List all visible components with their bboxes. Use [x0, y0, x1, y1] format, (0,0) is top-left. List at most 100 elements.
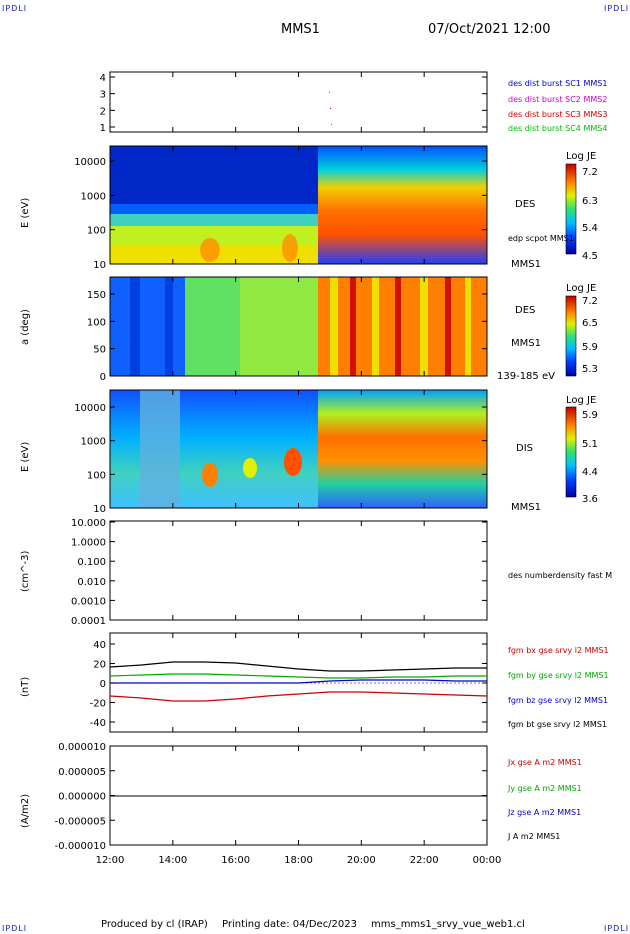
bfield-ytick: 40 [93, 640, 106, 651]
burst-legend-4: des dist burst SC4 MMS4 [508, 124, 608, 133]
bz-legend: fgm bz gse srvy l2 MMS1 [508, 696, 609, 705]
ylabel-dis-energy: E (eV) [20, 441, 31, 472]
bfield-ytick: 20 [93, 660, 106, 671]
corner-logo-top-right: IPDLI [604, 4, 630, 13]
jx-legend: Jx gse A m2 MMS1 [508, 758, 582, 767]
current-ytick: -0.000010 [55, 841, 106, 852]
des-label: DES [515, 199, 536, 210]
jy-legend: Jy gse A m2 MMS1 [508, 784, 582, 793]
datetime-title: 07/Oct/2021 12:00 [428, 22, 551, 37]
density-legend: des numberdensity fast M [508, 571, 613, 580]
time-tick-label: 00:00 [473, 855, 502, 866]
edp-scpot-label: edp scpot MMS1 [508, 234, 574, 243]
des-energy-ytick: 1000 [81, 191, 106, 202]
des-pitch-mms1: MMS1 [511, 338, 541, 349]
bfield-series-line [109, 661, 487, 672]
ylabel-bfield: (nT) [20, 676, 31, 697]
colorbar-dis-energy [565, 406, 577, 498]
cbar-tick: 3.6 [582, 494, 598, 505]
corner-logo-bottom-left: IPDLI [2, 924, 28, 933]
j-legend: J A m2 MMS1 [508, 832, 561, 841]
bt-legend: fgm bt gse srvy l2 MMS1 [508, 720, 607, 729]
time-tick-label: 20:00 [347, 855, 376, 866]
cbar-tick: 5.3 [582, 364, 598, 375]
current-ytick: 0.000010 [58, 742, 106, 753]
cbar-tick: 6.5 [582, 318, 598, 329]
corner-logo-top-left: IPDLI [2, 4, 28, 13]
dis-energy-ytick: 10000 [74, 403, 106, 414]
colorbar-des-pitch [565, 295, 577, 377]
des-energy-ytick: 100 [87, 226, 106, 237]
density-ytick: 10.000 [71, 518, 106, 529]
bfield-series-line [110, 679, 487, 684]
des-energy-ytick: 10 [93, 260, 106, 271]
burst-ytick: 4 [100, 73, 106, 84]
ylabel-current: (A/m2) [20, 793, 31, 828]
time-tick-label: 14:00 [158, 855, 187, 866]
density-ytick: 0.0010 [71, 596, 106, 607]
time-tick-label: 12:00 [96, 855, 125, 866]
bfield-series-line [109, 673, 487, 679]
corner-logo-bottom-right: IPDLI [604, 924, 630, 933]
footer-produced-by: Produced by cl (IRAP) [101, 919, 208, 930]
cbar-title-2: Log JE [566, 283, 597, 294]
burst-ytick: 2 [100, 106, 106, 117]
cbar-title-1: Log JE [566, 151, 597, 162]
by-legend: fgm by gse srvy l2 MMS1 [508, 671, 609, 680]
bx-legend: fgm bx gse srvy l2 MMS1 [508, 646, 609, 655]
burst-mark [329, 92, 330, 93]
bfield-ytick: -20 [90, 699, 106, 710]
cbar-tick: 5.9 [582, 410, 598, 421]
bfield-series-line [109, 691, 488, 702]
des-pitch-spectrogram [110, 277, 487, 376]
cbar-tick: 5.9 [582, 342, 598, 353]
footer-printing-date: Printing date: 04/Dec/2023 [222, 919, 358, 930]
cbar-title-3: Log JE [566, 395, 597, 406]
footer-filename: mms_mms1_srvy_vue_web1.cl [371, 919, 525, 930]
des-energy-spectrogram [110, 146, 487, 264]
dis-energy-ytick: 10 [93, 504, 106, 515]
density-panel [109, 520, 488, 621]
cbar-tick: 5.4 [582, 223, 598, 234]
des-pitch-label: DES [515, 305, 536, 316]
des-energy-ytick: 10000 [74, 157, 106, 168]
time-tick-label: 16:00 [221, 855, 250, 866]
cbar-tick: 4.4 [582, 467, 598, 478]
cbar-tick: 4.5 [582, 251, 598, 262]
bfield-plot [109, 661, 488, 702]
ylabel-des-energy: E (eV) [20, 197, 31, 228]
cbar-tick: 6.3 [582, 196, 598, 207]
time-tick-label: 22:00 [410, 855, 439, 866]
des-pitch-ytick: 50 [93, 345, 106, 356]
density-ytick: 0.010 [77, 577, 106, 588]
colorbar-des-energy [565, 163, 577, 255]
des-pitch-ytick: 0 [100, 372, 106, 383]
burst-legend-3: des dist burst SC3 MMS3 [508, 110, 608, 119]
density-ytick: 0.0001 [71, 616, 106, 627]
burst-legend-1: des dist burst SC1 MMS1 [508, 79, 608, 88]
ylabel-density: (cm^-3) [20, 550, 31, 592]
ylabel-des-pitch: a (deg) [20, 309, 31, 345]
time-tick-label: 18:00 [284, 855, 313, 866]
burst-mark [330, 108, 331, 109]
cbar-tick: 7.2 [582, 296, 598, 307]
burst-legend-2: des dist burst SC2 MMS2 [508, 95, 608, 104]
des-pitch-ytick: 150 [87, 290, 106, 301]
current-ytick: 0.000005 [58, 767, 106, 778]
cbar-tick: 5.1 [582, 439, 598, 450]
dis-energy-ytick: 100 [87, 470, 106, 481]
bfield-ytick: 0 [100, 679, 106, 690]
cbar-tick: 7.2 [582, 167, 598, 178]
spacecraft-title: MMS1 [281, 22, 320, 37]
dis-mms1-label: MMS1 [511, 502, 541, 513]
density-ytick: 1.0000 [71, 538, 106, 549]
current-ytick: -0.000005 [55, 816, 106, 827]
des-mms1-label: MMS1 [511, 259, 541, 270]
burst-mark [331, 124, 332, 125]
energy-range-label: 139-185 eV [497, 371, 555, 382]
density-ytick: 0.100 [77, 557, 106, 568]
bfield-ytick: -40 [90, 718, 106, 729]
burst-ytick: 1 [100, 123, 106, 134]
dis-energy-spectrogram [110, 390, 487, 508]
